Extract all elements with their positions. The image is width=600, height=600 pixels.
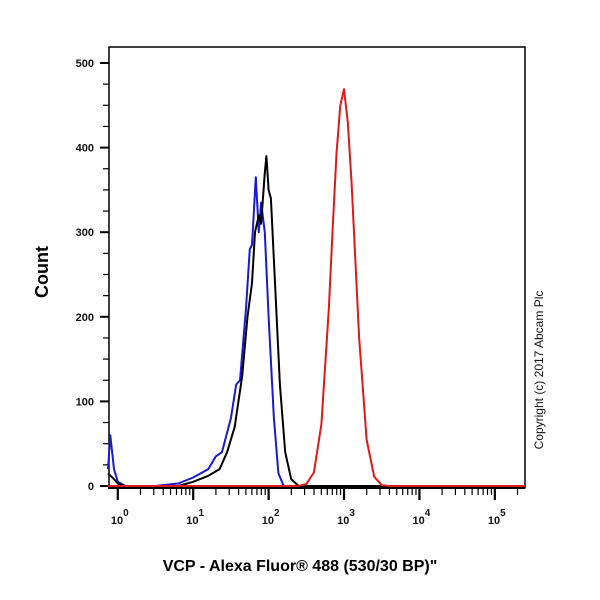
y-tick-label: 200	[76, 312, 94, 324]
x-tick-label: 102	[262, 508, 280, 527]
plot-area	[108, 46, 526, 489]
y-tick-label: 300	[76, 227, 94, 239]
series-line-red	[108, 88, 525, 487]
y-axis-title: Count	[32, 246, 52, 298]
y-tick-label: 100	[76, 396, 94, 408]
series-group	[107, 88, 525, 487]
x-tick-label: 105	[488, 508, 506, 527]
x-tick-label: 103	[337, 508, 355, 527]
x-tick-label: 104	[413, 508, 431, 527]
y-tick-label: 0	[88, 481, 94, 493]
y-tick-label: 500	[76, 58, 94, 70]
x-axis-title: VCP - Alexa Fluor® 488 (530/30 BP)"	[163, 558, 438, 575]
x-tick-label: 101	[186, 508, 204, 527]
y-axis: 0 100 200 300 400 500	[76, 58, 109, 493]
copyright-annotation: Copyright (c) 2017 Abcam Plc	[532, 291, 546, 450]
x-axis: 100 101 102 103 104 105	[108, 487, 525, 527]
x-tick-label: 100	[111, 508, 129, 527]
y-tick-label: 400	[76, 143, 94, 155]
